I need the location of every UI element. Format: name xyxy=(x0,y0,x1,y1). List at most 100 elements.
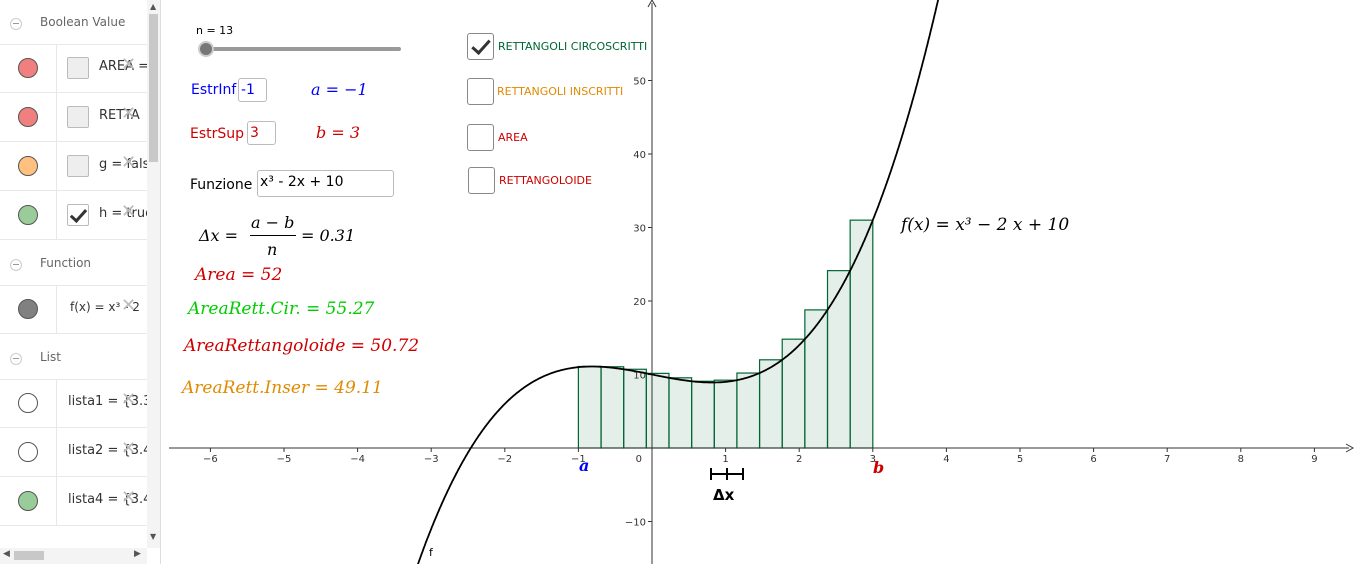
delete-icon[interactable]: ✕ xyxy=(121,438,137,459)
area-rettangoloide-text: AreaRettangoloide = 50.72 xyxy=(184,336,420,356)
funzione-label: Funzione xyxy=(190,177,253,193)
a-point-label: a xyxy=(579,456,590,475)
visibility-toggle-icon[interactable] xyxy=(18,491,38,511)
dx-formula-denominator: n xyxy=(267,240,278,259)
x-tick-label: 1 xyxy=(722,454,728,465)
delete-icon[interactable]: ✕ xyxy=(121,152,137,173)
algebra-row-area[interactable]: AREA = ✕ xyxy=(0,44,149,93)
section-list[interactable]: List xyxy=(0,339,147,380)
scroll-down-icon[interactable]: ▼ xyxy=(150,532,157,541)
delete-icon[interactable]: ✕ xyxy=(121,389,137,410)
collapse-icon[interactable] xyxy=(10,259,22,271)
area-text: Area = 52 xyxy=(195,265,283,285)
x-tick-label: 2 xyxy=(796,454,802,465)
x-tick-label: 3 xyxy=(870,454,876,465)
b-value-text: b = 3 xyxy=(316,123,360,142)
riemann-rectangle xyxy=(668,377,693,449)
checkbox-label-inscritti: RETTANGOLI INSCRITTI xyxy=(497,85,624,98)
riemann-rectangle xyxy=(804,309,829,449)
algebra-row-lista2[interactable]: lista2 = {3.41 ✕ xyxy=(0,428,160,477)
algebra-row-retta[interactable]: RETTA ✕ xyxy=(0,93,147,142)
section-function[interactable]: Function xyxy=(0,245,147,286)
visibility-toggle-icon[interactable] xyxy=(18,442,38,462)
riemann-rectangle xyxy=(826,270,851,449)
algebra-row-lista1[interactable]: lista1 = {3.38 ✕ xyxy=(0,379,160,428)
collapse-icon[interactable] xyxy=(10,353,22,365)
y-tick-label: 40 xyxy=(633,150,646,161)
riemann-rectangle xyxy=(781,338,806,449)
visibility-toggle-icon[interactable] xyxy=(18,393,38,413)
origin-label: 0 xyxy=(636,454,642,465)
visibility-toggle-icon[interactable] xyxy=(18,107,38,127)
checkbox-label-rettangoloide: RETTANGOLOIDE xyxy=(499,174,592,187)
section-title: Boolean Value xyxy=(40,15,126,29)
section-title: Function xyxy=(40,256,92,270)
checkbox-retta[interactable] xyxy=(67,106,89,128)
checkbox-rettangoli-inscritti[interactable] xyxy=(467,78,494,105)
x-tick-label: 8 xyxy=(1238,454,1244,465)
row-text: h = true xyxy=(99,206,154,221)
delta-x-marker xyxy=(710,468,744,480)
row-divider xyxy=(56,142,57,190)
checkbox-label-circoscritti: RETTANGOLI CIRCOSCRITTI xyxy=(498,40,648,53)
algebra-row-g[interactable]: g = fals ✕ xyxy=(0,142,149,191)
visibility-toggle-icon[interactable] xyxy=(18,205,38,225)
y-tick-label: 20 xyxy=(633,297,646,308)
estrinf-input[interactable]: -1 xyxy=(238,78,267,102)
funzione-input[interactable]: x³ - 2x + 10 xyxy=(257,170,394,197)
delete-icon[interactable]: ✕ xyxy=(121,487,137,508)
delete-icon[interactable]: ✕ xyxy=(121,103,137,124)
algebra-row-lista4[interactable]: lista4 = {3.41 ✕ xyxy=(0,477,160,526)
y-tick-label: −10 xyxy=(625,518,646,529)
visibility-toggle-icon[interactable] xyxy=(18,156,38,176)
checkbox-area[interactable] xyxy=(467,124,494,151)
checkbox-g[interactable] xyxy=(67,155,89,177)
vertical-scrollbar[interactable]: ▲ ▼ xyxy=(147,0,160,548)
scroll-up-icon[interactable]: ▲ xyxy=(150,2,157,11)
row-text: RETTA xyxy=(99,108,140,123)
checkbox-area[interactable] xyxy=(67,57,89,79)
scroll-right-icon[interactable]: ▶ xyxy=(134,549,141,559)
delete-icon[interactable]: ✕ xyxy=(121,295,137,316)
checkbox-h[interactable] xyxy=(67,204,89,226)
row-divider xyxy=(56,93,57,141)
algebra-row-h[interactable]: h = true ✕ xyxy=(0,191,153,240)
curve-label: f xyxy=(429,546,434,559)
horizontal-scrollbar[interactable]: ◀ ▶ xyxy=(0,548,147,564)
graphics-view[interactable]: −6 −5 −4 −3 −2 −1 1 2 3 4 5 6 7 8 9 −10 10 20 30 40 50 0 f n … xyxy=(161,0,1356,564)
collapse-icon[interactable] xyxy=(10,18,22,30)
slider-n-track[interactable] xyxy=(198,47,401,51)
scrollbar-thumb[interactable] xyxy=(149,14,158,162)
row-text: lista4 = {3.41 xyxy=(68,492,160,507)
checkbox-rettangoli-circoscritti[interactable] xyxy=(467,33,494,60)
delete-icon[interactable]: ✕ xyxy=(121,201,137,222)
row-divider xyxy=(56,477,57,525)
delete-icon[interactable]: ✕ xyxy=(121,54,137,75)
row-divider xyxy=(56,379,57,427)
x-tick-label: −5 xyxy=(277,454,292,465)
plot-canvas[interactable]: −6 −5 −4 −3 −2 −1 1 2 3 4 5 6 7 8 9 −10 10 20 30 40 50 0 f xyxy=(161,0,1356,564)
scroll-left-icon[interactable]: ◀ xyxy=(3,549,10,559)
riemann-rectangle xyxy=(600,366,625,449)
estrsup-input[interactable]: 3 xyxy=(247,121,276,145)
estrsup-label: EstrSup xyxy=(190,126,245,142)
dx-label: Δx xyxy=(713,486,735,504)
x-tick-label: −6 xyxy=(203,454,218,465)
slider-n-handle[interactable] xyxy=(198,41,214,57)
section-boolean-value[interactable]: Boolean Value xyxy=(0,4,147,45)
dx-formula-numerator: a − b xyxy=(251,213,295,232)
visibility-toggle-icon[interactable] xyxy=(18,58,38,78)
scrollbar-thumb[interactable] xyxy=(14,551,44,560)
checkbox-rettangoloide[interactable] xyxy=(468,167,495,194)
area-rett-inser-text: AreaRett.Inser = 49.11 xyxy=(182,378,383,398)
x-tick-label: −2 xyxy=(497,454,512,465)
algebra-row-f[interactable]: f(x) = x³ - 2 ✕ xyxy=(0,285,147,334)
riemann-rectangle xyxy=(577,365,602,449)
row-divider xyxy=(56,428,57,476)
row-divider xyxy=(56,44,57,92)
y-tick-label: 10 xyxy=(633,371,646,382)
b-point-label: b xyxy=(873,458,885,477)
y-tick-label: 30 xyxy=(633,224,646,235)
row-divider xyxy=(56,285,57,333)
visibility-toggle-icon[interactable] xyxy=(18,299,38,319)
